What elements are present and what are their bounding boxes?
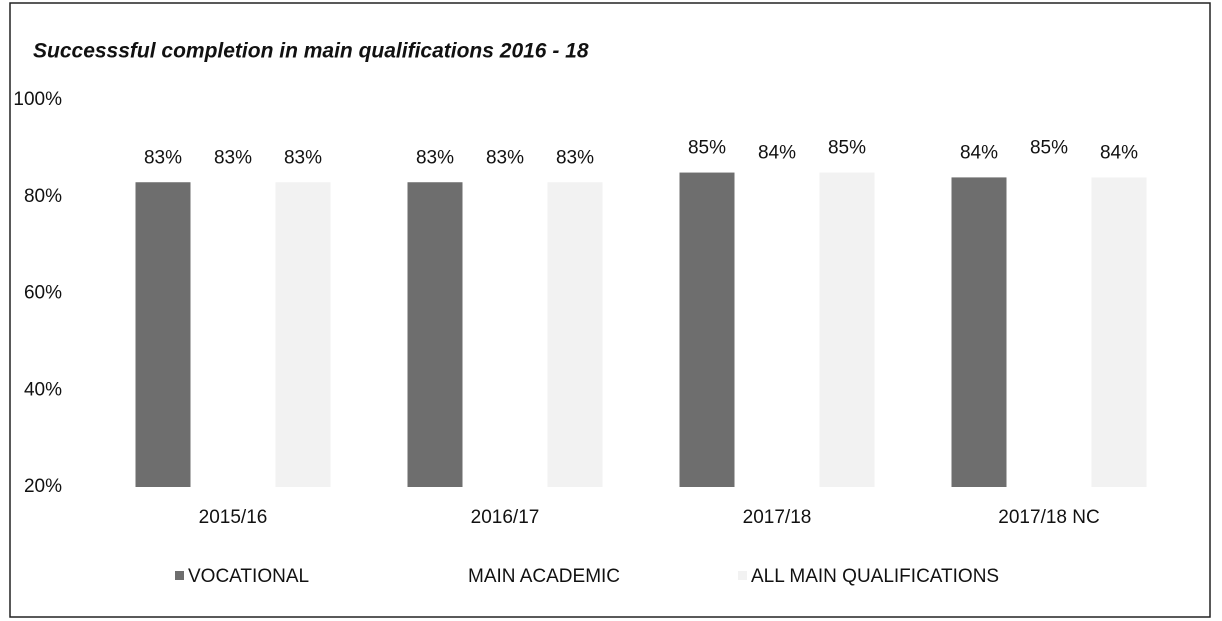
data-label: 84%	[1100, 142, 1138, 163]
bar	[1091, 177, 1147, 487]
data-label: 83%	[556, 147, 594, 168]
bar	[1021, 172, 1077, 487]
x-tick-label: 2017/18	[743, 507, 812, 528]
y-tick-label: 60%	[24, 283, 62, 304]
bar	[205, 182, 261, 488]
bar	[275, 182, 331, 488]
chart-title: Successsful completion in main qualifica…	[33, 40, 589, 63]
legend-label: VOCATIONAL	[188, 566, 309, 587]
data-label: 84%	[758, 142, 796, 163]
bar	[547, 182, 603, 488]
bar	[477, 182, 533, 488]
data-label: 85%	[688, 138, 726, 159]
data-label: 83%	[144, 147, 182, 168]
data-label: 83%	[416, 147, 454, 168]
legend-label: ALL MAIN QUALIFICATIONS	[751, 566, 999, 587]
bar	[951, 177, 1007, 487]
data-label: 85%	[828, 138, 866, 159]
data-label: 83%	[284, 147, 322, 168]
bar	[135, 182, 191, 488]
y-tick-label: 40%	[24, 379, 62, 400]
data-label: 83%	[486, 147, 524, 168]
data-label: 84%	[960, 142, 998, 163]
data-label: 83%	[214, 147, 252, 168]
legend-marker	[738, 571, 747, 580]
bar	[679, 172, 735, 487]
x-tick-label: 2016/17	[471, 507, 540, 528]
bar	[749, 177, 805, 487]
bar	[407, 182, 463, 488]
data-label: 85%	[1030, 138, 1068, 159]
y-tick-label: 100%	[13, 89, 62, 110]
y-tick-label: 80%	[24, 186, 62, 207]
chart-border	[9, 2, 1211, 618]
legend-label: MAIN ACADEMIC	[468, 566, 620, 587]
x-tick-label: 2015/16	[199, 507, 268, 528]
x-tick-label: 2017/18 NC	[998, 507, 1099, 528]
bar	[819, 172, 875, 487]
legend-marker	[175, 571, 184, 580]
y-tick-label: 20%	[24, 476, 62, 497]
legend-marker	[455, 571, 464, 580]
